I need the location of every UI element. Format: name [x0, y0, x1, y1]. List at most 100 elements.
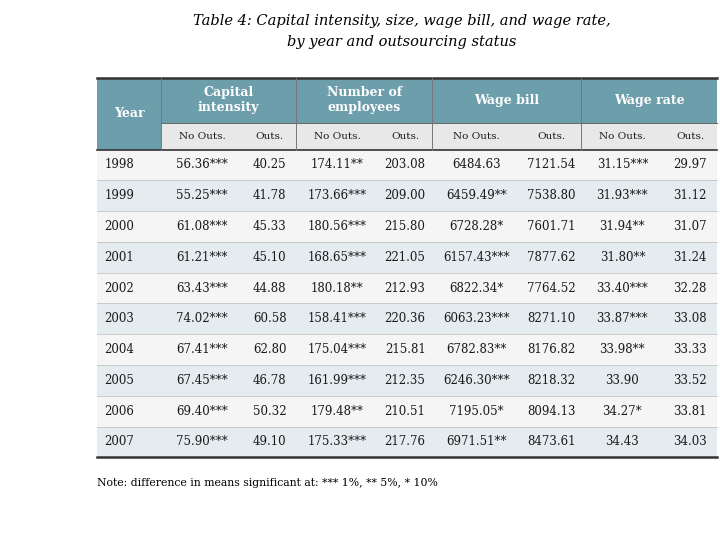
Text: 7877.62: 7877.62 [527, 251, 575, 264]
Text: 209.00: 209.00 [384, 189, 426, 202]
Bar [97, 273, 717, 303]
Bar [97, 365, 717, 396]
Bar [97, 427, 717, 457]
Text: 7538.80: 7538.80 [527, 189, 575, 202]
Text: 31.15***: 31.15*** [597, 158, 648, 172]
Bar [97, 334, 717, 365]
Text: 8218.32: 8218.32 [527, 374, 575, 387]
Text: 31.94**: 31.94** [600, 220, 645, 233]
Bar [297, 78, 432, 123]
Text: 175.04***: 175.04*** [308, 343, 367, 356]
Text: 175.33***: 175.33*** [308, 435, 367, 449]
Text: 215.81: 215.81 [384, 343, 426, 356]
Bar [582, 123, 663, 150]
Text: 212.93: 212.93 [384, 281, 426, 295]
Text: 29.97: 29.97 [673, 158, 707, 172]
Text: Outs.: Outs. [256, 132, 284, 140]
Text: 6822.34*: 6822.34* [449, 281, 503, 295]
Text: 50.32: 50.32 [253, 404, 287, 418]
Text: No Outs.: No Outs. [599, 132, 646, 140]
Text: 6971.51**: 6971.51** [446, 435, 507, 449]
Text: Wage bill: Wage bill [474, 94, 539, 107]
Bar [521, 123, 582, 150]
Text: 8271.10: 8271.10 [527, 312, 575, 326]
Text: 33.40***: 33.40*** [597, 281, 648, 295]
Text: 2005: 2005 [104, 374, 135, 387]
Text: 74.02***: 74.02*** [176, 312, 228, 326]
Text: 40.25: 40.25 [253, 158, 287, 172]
Text: 8176.82: 8176.82 [527, 343, 575, 356]
Text: 221.05: 221.05 [384, 251, 426, 264]
Text: 31.07: 31.07 [673, 220, 707, 233]
Bar [582, 78, 717, 123]
Bar [97, 180, 717, 211]
Text: 31.24: 31.24 [673, 251, 707, 264]
Text: 174.11**: 174.11** [311, 158, 364, 172]
Text: 8094.13: 8094.13 [527, 404, 575, 418]
Text: 7764.52: 7764.52 [527, 281, 575, 295]
Text: Capital
intensity: Capital intensity [198, 86, 259, 114]
Text: 33.52: 33.52 [673, 374, 707, 387]
Text: 31.12: 31.12 [673, 189, 707, 202]
Text: 6157.43***: 6157.43*** [443, 251, 510, 264]
Text: 161.99***: 161.99*** [308, 374, 367, 387]
Text: 6246.30***: 6246.30*** [443, 374, 510, 387]
Text: 55.25***: 55.25*** [176, 189, 228, 202]
Text: 158.41***: 158.41*** [308, 312, 367, 326]
Text: 173.66***: 173.66*** [308, 189, 367, 202]
Text: 2004: 2004 [104, 343, 135, 356]
Text: 69.40***: 69.40*** [176, 404, 228, 418]
Text: 49.10: 49.10 [253, 435, 287, 449]
Text: 61.21***: 61.21*** [176, 251, 228, 264]
Text: 179.48**: 179.48** [311, 404, 364, 418]
Text: 168.65***: 168.65*** [308, 251, 367, 264]
Text: 217.76: 217.76 [384, 435, 426, 449]
Bar [663, 123, 717, 150]
Text: 2003: 2003 [104, 312, 135, 326]
Text: 2007: 2007 [104, 435, 135, 449]
Text: 7601.71: 7601.71 [527, 220, 575, 233]
Text: No Outs.: No Outs. [314, 132, 361, 140]
Text: 2002: 2002 [104, 281, 135, 295]
Text: 212.35: 212.35 [384, 374, 426, 387]
Text: 67.45***: 67.45*** [176, 374, 228, 387]
Text: 34.27*: 34.27* [603, 404, 642, 418]
Text: 33.08: 33.08 [673, 312, 707, 326]
Bar [161, 123, 243, 150]
Bar [161, 78, 297, 123]
Text: 1999: 1999 [104, 189, 135, 202]
Text: 6063.23***: 6063.23*** [443, 312, 510, 326]
Text: 1998: 1998 [104, 158, 135, 172]
Text: 6782.83**: 6782.83** [446, 343, 507, 356]
Text: 2001: 2001 [104, 251, 135, 264]
Text: 56.36***: 56.36*** [176, 158, 228, 172]
Text: 180.56***: 180.56*** [308, 220, 367, 233]
Text: 210.51: 210.51 [384, 404, 426, 418]
Text: 6484.63: 6484.63 [452, 158, 500, 172]
Bar [297, 123, 379, 150]
Text: 61.08***: 61.08*** [176, 220, 228, 233]
Text: No Outs.: No Outs. [179, 132, 225, 140]
Text: Year: Year [114, 107, 144, 120]
Text: 8473.61: 8473.61 [527, 435, 575, 449]
Text: 32.28: 32.28 [673, 281, 707, 295]
Text: 180.18**: 180.18** [311, 281, 364, 295]
Text: Note: difference in means significant at: *** 1%, ** 5%, * 10%: Note: difference in means significant at… [97, 478, 438, 488]
Bar [432, 123, 521, 150]
Bar [97, 396, 717, 427]
Bar [97, 303, 717, 334]
Text: 7121.54: 7121.54 [527, 158, 575, 172]
Text: 33.90: 33.90 [606, 374, 639, 387]
Text: 7195.05*: 7195.05* [449, 404, 504, 418]
Text: No Outs.: No Outs. [453, 132, 500, 140]
Text: 33.87***: 33.87*** [597, 312, 648, 326]
Bar [379, 123, 432, 150]
Bar [432, 78, 582, 123]
Text: Number of
employees: Number of employees [327, 86, 402, 114]
Text: Table 4: Capital intensity, size, wage bill, and wage rate,: Table 4: Capital intensity, size, wage b… [193, 14, 611, 28]
Text: 220.36: 220.36 [384, 312, 426, 326]
Text: Outs.: Outs. [676, 132, 704, 140]
Text: 6728.28*: 6728.28* [449, 220, 503, 233]
Text: 31.80**: 31.80** [600, 251, 645, 264]
Text: 33.81: 33.81 [673, 404, 707, 418]
